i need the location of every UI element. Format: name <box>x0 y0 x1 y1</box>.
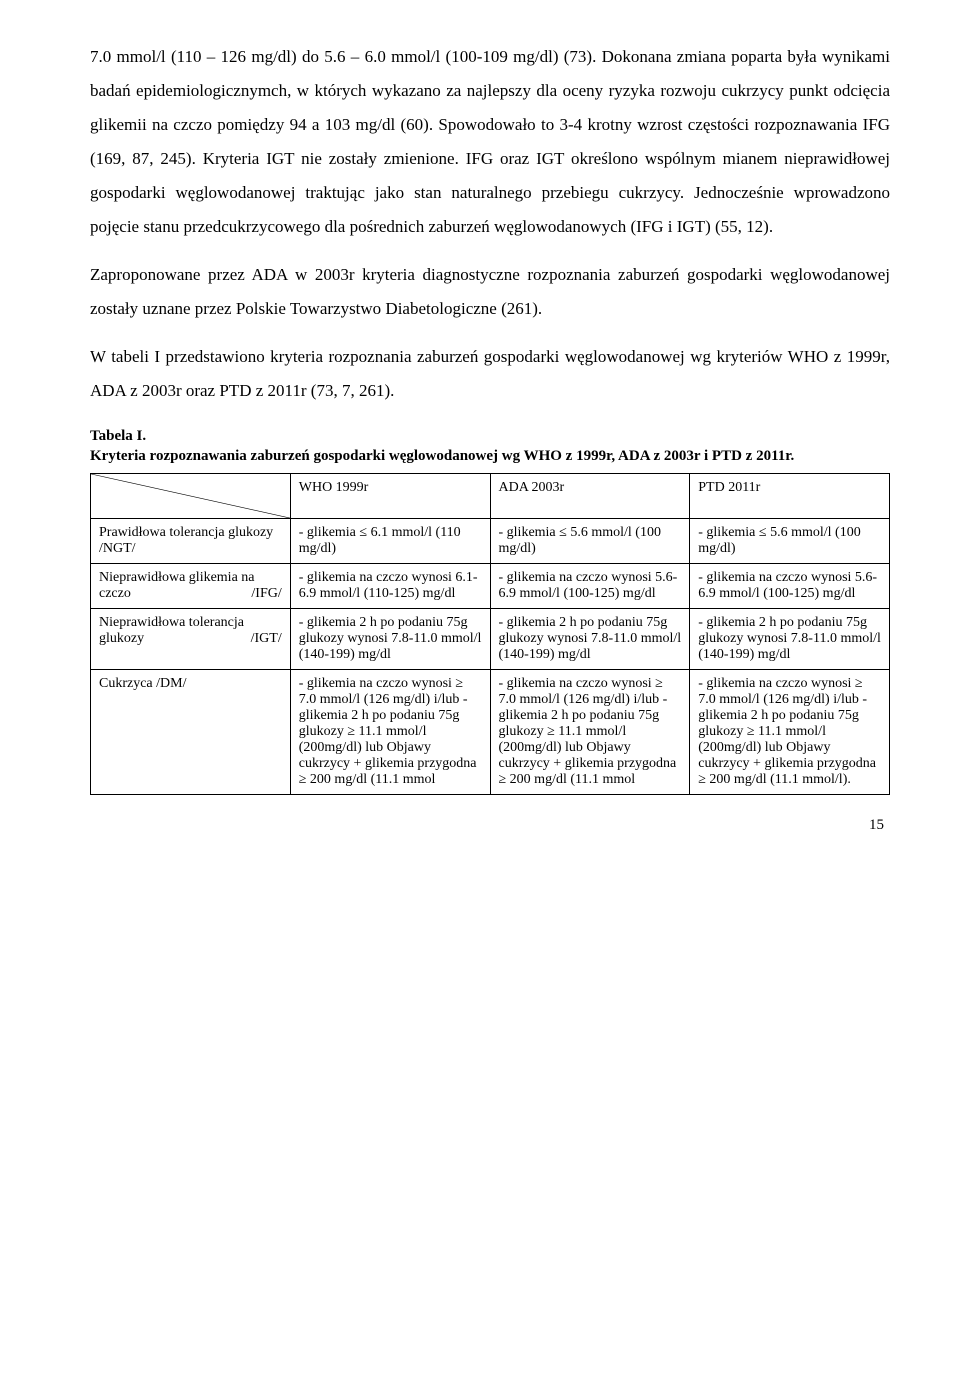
cell-ngt-ada: - glikemia ≤ 5.6 mmol/l (100 mg/dl) <box>490 518 690 563</box>
criteria-table: WHO 1999r ADA 2003r PTD 2011r Prawidłowa… <box>90 473 890 795</box>
row-label-igt: Nieprawidłowa tolerancja glukozy /IGT/ <box>91 608 291 669</box>
cell-dm-ada: - glikemia na czczo wynosi ≥ 7.0 mmol/l … <box>490 669 690 794</box>
row-label-ngt: Prawidłowa tolerancja glukozy /NGT/ <box>91 518 291 563</box>
table-row: Prawidłowa tolerancja glukozy /NGT/ - gl… <box>91 518 890 563</box>
cell-ifg-ptd: - glikemia na czczo wynosi 5.6-6.9 mmol/… <box>690 563 890 608</box>
cell-dm-who: - glikemia na czczo wynosi ≥ 7.0 mmol/l … <box>290 669 490 794</box>
table-row: Nieprawidłowa glikemia na czczo /IFG/ - … <box>91 563 890 608</box>
body-text: 7.0 mmol/l (110 – 126 mg/dl) do 5.6 – 6.… <box>90 40 890 408</box>
table-caption-line1: Tabela I. <box>90 428 146 444</box>
cell-ngt-who: - glikemia ≤ 6.1 mmol/l (110 mg/dl) <box>290 518 490 563</box>
table-corner-cell <box>91 473 291 518</box>
row-label-dm: Cukrzyca /DM/ <box>91 669 291 794</box>
header-who: WHO 1999r <box>290 473 490 518</box>
paragraph-1: 7.0 mmol/l (110 – 126 mg/dl) do 5.6 – 6.… <box>90 40 890 244</box>
cell-ifg-ada: - glikemia na czczo wynosi 5.6-6.9 mmol/… <box>490 563 690 608</box>
paragraph-2: Zaproponowane przez ADA w 2003r kryteria… <box>90 258 890 326</box>
table-caption-line2: Kryteria rozpoznawania zaburzeń gospodar… <box>90 448 794 464</box>
paragraph-3: W tabeli I przedstawiono kryteria rozpoz… <box>90 340 890 408</box>
cell-igt-who: - glikemia 2 h po podaniu 75g glukozy wy… <box>290 608 490 669</box>
row-label-ifg: Nieprawidłowa glikemia na czczo /IFG/ <box>91 563 291 608</box>
table-caption: Tabela I. Kryteria rozpoznawania zaburze… <box>90 426 890 467</box>
table-row: Cukrzyca /DM/ - glikemia na czczo wynosi… <box>91 669 890 794</box>
cell-igt-ada: - glikemia 2 h po podaniu 75g glukozy wy… <box>490 608 690 669</box>
page-number: 15 <box>90 817 890 834</box>
table-row: Nieprawidłowa tolerancja glukozy /IGT/ -… <box>91 608 890 669</box>
cell-igt-ptd: - glikemia 2 h po podaniu 75g glukozy wy… <box>690 608 890 669</box>
cell-dm-ptd: - glikemia na czczo wynosi ≥ 7.0 mmol/l … <box>690 669 890 794</box>
table-header-row: WHO 1999r ADA 2003r PTD 2011r <box>91 473 890 518</box>
header-ptd: PTD 2011r <box>690 473 890 518</box>
page: 7.0 mmol/l (110 – 126 mg/dl) do 5.6 – 6.… <box>0 0 960 864</box>
diagonal-line-icon <box>91 474 290 518</box>
cell-ifg-who: - glikemia na czczo wynosi 6.1-6.9 mmol/… <box>290 563 490 608</box>
cell-ngt-ptd: - glikemia ≤ 5.6 mmol/l (100 mg/dl) <box>690 518 890 563</box>
header-ada: ADA 2003r <box>490 473 690 518</box>
